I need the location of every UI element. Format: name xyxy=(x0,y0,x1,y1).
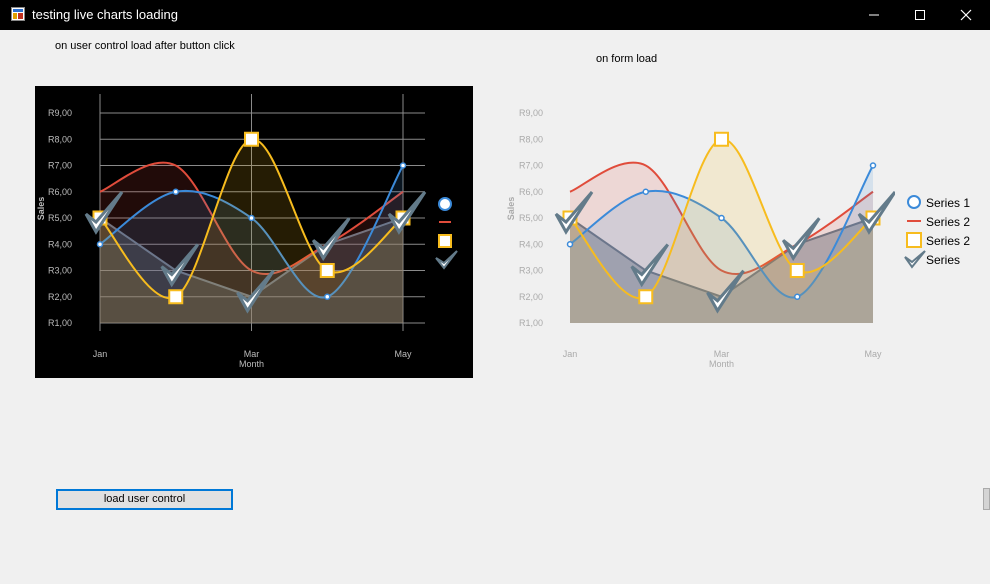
legend-marker-3 xyxy=(906,232,922,248)
close-button[interactable] xyxy=(943,0,989,30)
title-bar: testing live charts loading xyxy=(0,0,990,30)
data-point xyxy=(168,289,184,305)
y-tick-label: R4,00 xyxy=(519,239,543,249)
x-tick-label: Jan xyxy=(563,349,578,359)
resize-grip[interactable] xyxy=(983,488,990,510)
legend-label-1: Series 1 xyxy=(926,196,971,210)
x-tick-label: Jan xyxy=(93,349,108,359)
y-tick-label: R5,00 xyxy=(48,213,72,223)
series-area xyxy=(100,162,403,323)
y-tick-label: R6,00 xyxy=(48,187,72,197)
data-point xyxy=(236,269,275,314)
y-axis-label: Sales xyxy=(506,197,516,221)
data-point xyxy=(172,188,179,195)
legend-square-icon xyxy=(906,232,922,248)
y-tick-label: R2,00 xyxy=(48,292,72,302)
x-tick-label: May xyxy=(394,349,412,359)
series-area xyxy=(100,165,403,323)
y-tick-label: R7,00 xyxy=(519,161,543,171)
data-point xyxy=(781,217,821,262)
legend-marker-1 xyxy=(907,195,921,209)
y-tick-label: R3,00 xyxy=(48,266,72,276)
series-line xyxy=(569,165,874,299)
series-area xyxy=(570,162,873,323)
minimize-icon xyxy=(869,14,879,16)
series-line xyxy=(569,161,874,276)
y-tick-label: R4,00 xyxy=(48,239,72,249)
data-point xyxy=(718,214,725,222)
data-point xyxy=(319,263,335,278)
legend-label-2: Series 2 xyxy=(926,215,971,229)
legend-marker-series4 xyxy=(435,250,458,270)
minimize-button[interactable] xyxy=(851,0,897,30)
maximize-button[interactable] xyxy=(897,0,943,30)
legend-marker-series1 xyxy=(438,197,452,211)
form-load-caption: on form load xyxy=(596,53,658,65)
legend-marker-series3 xyxy=(438,234,452,248)
y-tick-label: R8,00 xyxy=(48,134,72,144)
data-point xyxy=(324,293,331,300)
y-tick-label: R7,00 xyxy=(48,161,72,171)
data-point xyxy=(399,162,407,169)
data-point xyxy=(630,243,670,288)
data-point xyxy=(96,241,104,248)
legend-label-4: Series xyxy=(926,253,961,267)
x-axis-label: Month xyxy=(239,359,264,369)
y-tick-label: R3,00 xyxy=(519,266,543,276)
y-tick-label: R8,00 xyxy=(519,134,543,144)
user-control-chart: R1,00 R2,00 R3,00 R4,00 R5,00 R6,00 R7,00 R8,00… xyxy=(35,86,473,378)
data-point xyxy=(244,131,259,147)
close-icon xyxy=(960,9,972,21)
data-point xyxy=(387,191,427,235)
data-point xyxy=(869,162,877,169)
y-tick-label: R1,00 xyxy=(48,318,72,328)
load-user-control-button[interactable]: load user control xyxy=(56,489,233,510)
y-tick-label: R6,00 xyxy=(519,187,543,197)
y-tick-label: R9,00 xyxy=(48,108,72,118)
data-point xyxy=(638,289,654,305)
data-point xyxy=(789,263,805,278)
data-point xyxy=(857,191,895,235)
form-load-chart: R1,00 R2,00 R3,00 R4,00 R5,00 R6,00 R7,00 R8,00… xyxy=(506,108,895,369)
y-axis-label: Sales xyxy=(36,197,46,221)
legend-circle-icon xyxy=(907,195,921,209)
maximize-icon xyxy=(915,10,925,20)
window-title: testing live charts loading xyxy=(32,7,178,22)
user-control-caption: on user control load after button click xyxy=(55,40,235,52)
x-tick-label: May xyxy=(864,349,882,359)
data-point xyxy=(311,217,351,262)
data-point xyxy=(794,293,801,300)
y-tick-label: R5,00 xyxy=(519,213,543,223)
x-tick-label: Mar xyxy=(244,349,260,359)
legend-label-3: Series 2 xyxy=(926,234,971,248)
data-point xyxy=(706,269,745,314)
x-axis-label: Month xyxy=(709,359,734,369)
data-point xyxy=(248,214,255,222)
y-tick-label: R9,00 xyxy=(519,108,543,118)
y-tick-label: R1,00 xyxy=(519,318,543,328)
data-point xyxy=(554,191,594,235)
data-point xyxy=(642,188,649,195)
legend-marker-4 xyxy=(904,250,926,269)
legend-check-icon xyxy=(904,250,926,269)
data-point xyxy=(566,241,574,248)
series-line xyxy=(99,165,404,299)
y-tick-label: R2,00 xyxy=(519,292,543,302)
data-point xyxy=(714,131,729,147)
series-area xyxy=(570,165,873,323)
app-window-icon xyxy=(11,7,25,21)
series-line xyxy=(99,161,404,276)
data-point xyxy=(84,191,124,235)
x-tick-label: Mar xyxy=(714,349,730,359)
legend-marker-2 xyxy=(907,220,921,222)
data-point xyxy=(160,243,200,288)
